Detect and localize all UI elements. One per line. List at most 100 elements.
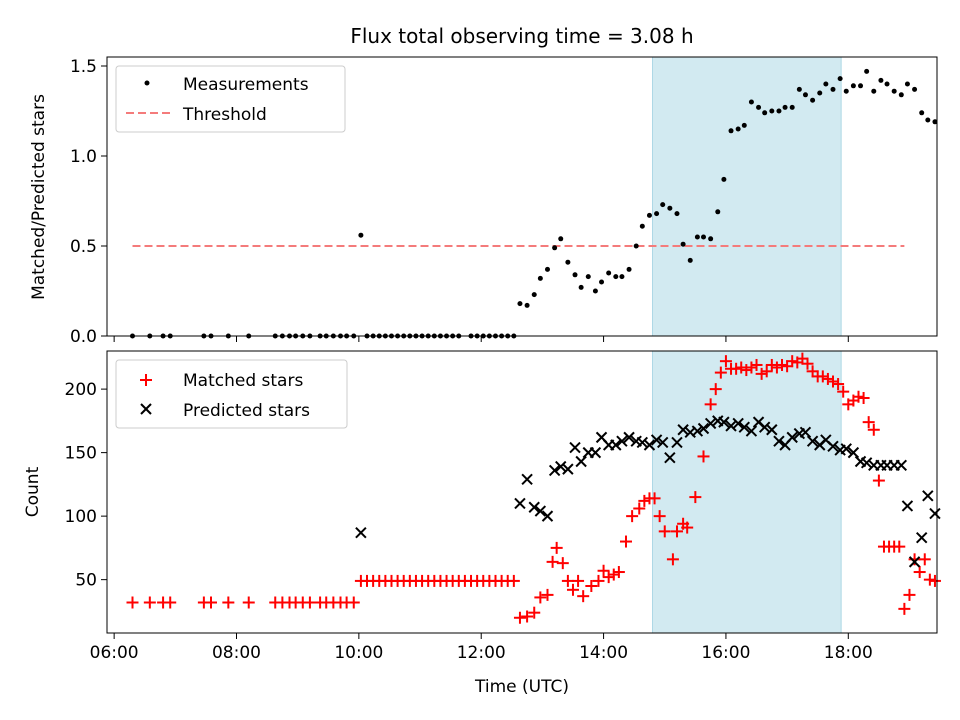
matched-point bbox=[872, 474, 885, 487]
matched-point bbox=[242, 596, 255, 609]
matched-point bbox=[816, 370, 829, 383]
matched-point bbox=[908, 553, 921, 566]
data-point bbox=[817, 90, 823, 96]
data-point bbox=[592, 288, 598, 294]
predicted-point bbox=[589, 446, 602, 459]
matched-point bbox=[697, 450, 710, 463]
matched-point bbox=[592, 574, 605, 587]
data-point bbox=[660, 202, 666, 208]
data-point bbox=[680, 241, 686, 247]
data-point bbox=[932, 119, 938, 125]
matched-point bbox=[714, 366, 727, 379]
predicted-point bbox=[718, 416, 730, 428]
data-point bbox=[613, 274, 619, 280]
predicted-point bbox=[514, 497, 526, 510]
matched-point bbox=[770, 361, 783, 374]
top-legend: Measurements Threshold bbox=[115, 65, 346, 133]
data-point bbox=[748, 99, 754, 105]
data-point bbox=[864, 68, 870, 74]
data-point bbox=[776, 108, 782, 114]
data-point bbox=[796, 86, 802, 92]
x-tick-label: 08:00 bbox=[212, 643, 261, 663]
matched-point bbox=[760, 365, 773, 378]
matched-point bbox=[832, 378, 845, 391]
predicted-point bbox=[575, 455, 587, 468]
x-axis-label: Time (UTC) bbox=[474, 677, 569, 697]
predicted-point bbox=[806, 435, 819, 447]
data-point bbox=[537, 275, 543, 281]
matched-point bbox=[633, 502, 646, 515]
y-tick-label: 1.0 bbox=[70, 147, 97, 167]
matched-point bbox=[607, 568, 620, 581]
predicted-point bbox=[623, 431, 635, 444]
matched-point bbox=[719, 355, 732, 368]
matched-point bbox=[303, 596, 316, 609]
data-point bbox=[891, 88, 897, 94]
data-point bbox=[769, 108, 775, 114]
matched-point bbox=[550, 541, 563, 554]
matched-point bbox=[347, 596, 360, 609]
predicted-point bbox=[908, 556, 921, 568]
matched-point bbox=[556, 557, 569, 570]
predicted-point bbox=[827, 440, 839, 452]
data-point bbox=[925, 117, 931, 123]
predicted-point bbox=[732, 417, 744, 430]
matched-point bbox=[670, 525, 683, 538]
matched-point bbox=[735, 361, 748, 374]
predicted-point bbox=[671, 436, 683, 449]
predicted-point bbox=[725, 420, 737, 432]
matched-point bbox=[709, 383, 722, 396]
matched-point bbox=[638, 494, 651, 507]
bottom-axes: 50 100 150 200 06:00 08:00 10:00 12:00 14:00 16:0… bbox=[65, 380, 873, 663]
data-point bbox=[830, 86, 836, 92]
predicted-point bbox=[657, 436, 669, 449]
data-point bbox=[850, 83, 856, 89]
matched-point bbox=[765, 358, 778, 371]
matched-point bbox=[750, 358, 763, 371]
predicted-point bbox=[766, 424, 778, 436]
data-point bbox=[674, 211, 680, 217]
matched-point bbox=[546, 555, 559, 568]
matched-point bbox=[653, 510, 666, 523]
predicted-point bbox=[697, 422, 710, 435]
predicted-point bbox=[691, 425, 704, 437]
bottom-y-axis-label: Count bbox=[23, 466, 43, 517]
matched-point bbox=[704, 398, 717, 411]
matched-point bbox=[852, 390, 865, 403]
data-point bbox=[619, 274, 625, 280]
x-tick-label: 12:00 bbox=[457, 643, 506, 663]
data-point bbox=[552, 245, 558, 251]
data-point bbox=[599, 279, 605, 285]
matched-point bbox=[801, 357, 814, 370]
matched-point bbox=[918, 553, 931, 566]
top-measurement-points bbox=[129, 68, 938, 339]
matched-point bbox=[740, 364, 753, 377]
data-point bbox=[524, 302, 530, 308]
matched-point bbox=[602, 571, 615, 584]
top-panel: 0.0 0.5 1.0 1.5 Flux total observing time =… bbox=[29, 24, 938, 347]
predicted-point bbox=[929, 507, 941, 520]
predicted-point bbox=[610, 439, 622, 451]
predicted-point bbox=[922, 490, 934, 502]
legend-threshold-label: Threshold bbox=[182, 105, 267, 125]
bottom-axes-frame bbox=[106, 350, 938, 634]
data-point bbox=[585, 274, 591, 280]
legend-matched-marker bbox=[140, 374, 152, 386]
data-point bbox=[810, 97, 816, 103]
predicted-point bbox=[555, 460, 567, 473]
matched-point bbox=[534, 591, 547, 604]
data-point bbox=[531, 292, 537, 298]
legend-measurements-label: Measurements bbox=[183, 75, 309, 95]
y-tick-label: 0.0 bbox=[70, 327, 97, 347]
data-point bbox=[735, 126, 741, 132]
matched-point bbox=[730, 362, 743, 375]
matched-point bbox=[857, 392, 870, 404]
matched-point bbox=[666, 553, 679, 566]
data-point bbox=[694, 234, 700, 240]
matched-point bbox=[620, 535, 633, 548]
predicted-point bbox=[860, 457, 873, 469]
x-tick-label: 18:00 bbox=[824, 643, 873, 663]
data-point bbox=[721, 176, 727, 182]
data-point bbox=[884, 81, 890, 87]
matched-point bbox=[566, 583, 579, 596]
